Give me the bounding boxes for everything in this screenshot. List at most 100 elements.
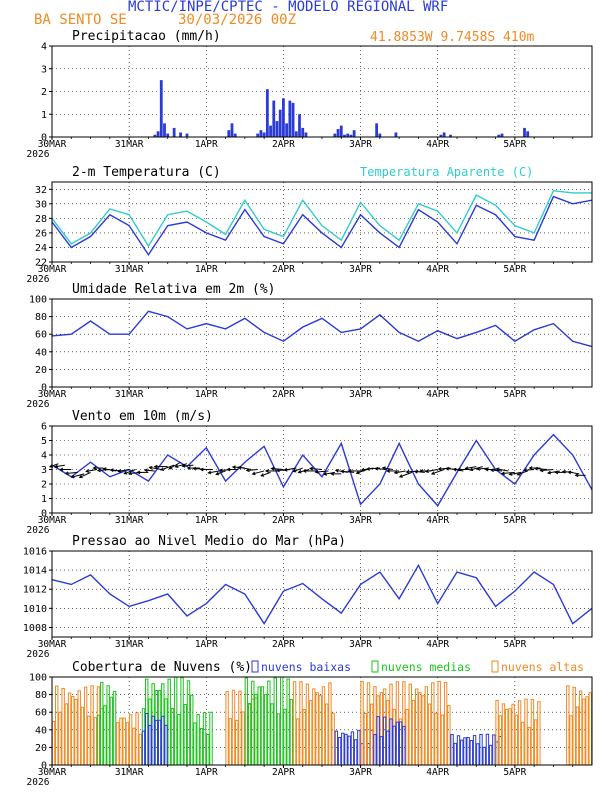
cloud-bar bbox=[71, 695, 75, 766]
y-tick-label: 80 bbox=[35, 312, 47, 323]
cloud-bar bbox=[64, 703, 69, 766]
precip-bar bbox=[275, 121, 279, 137]
cloud-bar bbox=[315, 692, 319, 766]
y-tick-label: 1010 bbox=[23, 604, 47, 615]
x-tick-label: 30MAR bbox=[38, 767, 67, 778]
wind-arrow-head bbox=[534, 466, 538, 471]
wind-arrow-head bbox=[174, 464, 179, 468]
precip-bar bbox=[375, 123, 379, 137]
wind-arrow-head bbox=[386, 469, 391, 473]
cloud-bar bbox=[321, 686, 326, 766]
x-tick-label: 5APR bbox=[503, 767, 526, 778]
cloud-bar bbox=[318, 695, 322, 766]
cloud-bar bbox=[472, 735, 477, 766]
y-tick-label: 4 bbox=[41, 451, 47, 462]
cloud-bar bbox=[58, 711, 62, 766]
cloud-bar bbox=[360, 680, 364, 766]
cloud-bar bbox=[443, 681, 448, 766]
precip-bar bbox=[256, 133, 260, 137]
y-tick-label: 40 bbox=[35, 725, 47, 736]
cloud-bar bbox=[247, 702, 252, 766]
cloud-bar bbox=[112, 690, 117, 766]
y-tick-label: 100 bbox=[29, 673, 47, 684]
legend-swatch bbox=[491, 660, 499, 673]
wind-arrow-head bbox=[554, 470, 559, 475]
cloud-bar bbox=[498, 715, 502, 766]
cloud-bar bbox=[292, 681, 297, 766]
legend-label: nuvens altas bbox=[501, 660, 584, 674]
wind-arrow bbox=[315, 470, 329, 473]
wind-arrow-head bbox=[264, 469, 269, 473]
wind-arrow-head bbox=[547, 470, 552, 475]
precip-bar bbox=[285, 123, 289, 137]
cloud-bar bbox=[267, 680, 271, 766]
cloud-bar bbox=[125, 722, 130, 766]
wind-arrow-head bbox=[219, 468, 223, 473]
precip-bar bbox=[227, 130, 231, 137]
series-line-temp-1 bbox=[51, 189, 592, 248]
precip-bar bbox=[294, 131, 298, 137]
cloud-bar bbox=[479, 733, 483, 766]
cloud-bar bbox=[119, 717, 123, 766]
wind-arrow-head bbox=[340, 469, 345, 474]
wind-arrow-head bbox=[445, 466, 449, 471]
x-tick-label: 3APR bbox=[349, 139, 372, 150]
wind-arrow-head bbox=[64, 471, 69, 476]
wind-arrow-head bbox=[393, 470, 398, 475]
x-tick-label: 4APR bbox=[426, 639, 449, 650]
x-tick-label: 5APR bbox=[503, 389, 526, 400]
station-name: BA SENTO SE bbox=[34, 12, 127, 28]
wind-arrow-head bbox=[59, 467, 64, 472]
cloud-bar bbox=[55, 685, 59, 766]
cloud-bar bbox=[231, 689, 236, 766]
cloud-bar bbox=[273, 677, 277, 766]
cloud-bar bbox=[334, 730, 339, 766]
y-tick-label: 28 bbox=[35, 214, 47, 225]
wind-arrow bbox=[341, 470, 355, 473]
x-tick-label: 5APR bbox=[503, 515, 526, 526]
cloud-bar bbox=[122, 717, 126, 766]
y-tick-label: 30 bbox=[35, 199, 47, 210]
x-tick-label: 4APR bbox=[426, 767, 449, 778]
wind-arrow-head bbox=[413, 469, 418, 474]
wind-arrow-head bbox=[136, 470, 141, 475]
precip-bar bbox=[282, 98, 285, 137]
cloud-bar bbox=[244, 677, 249, 766]
cloud-bar bbox=[363, 712, 367, 766]
panel-umid: 0 20 40 60 80 100 30MAR 31MAR 1APR 2APR 3APR 4APR 5A… bbox=[27, 282, 593, 410]
cloud-bar bbox=[161, 715, 165, 766]
cloud-bar bbox=[283, 708, 287, 766]
wind-arrow bbox=[438, 467, 451, 470]
cloud-bar bbox=[347, 735, 351, 766]
wind-arrow-head bbox=[405, 469, 410, 474]
cloud-bar bbox=[578, 690, 583, 766]
cloud-bar bbox=[501, 703, 506, 766]
cloud-bar bbox=[109, 696, 114, 766]
wind-arrow bbox=[425, 469, 438, 473]
wind-arrow bbox=[394, 470, 406, 474]
cloud-bar bbox=[186, 680, 191, 766]
wind-arrow-head bbox=[476, 467, 481, 471]
precip-bar bbox=[278, 109, 282, 137]
wind-arrow bbox=[356, 469, 368, 474]
x-tick-label: 31MAR bbox=[115, 639, 144, 650]
wind-arrow bbox=[568, 471, 580, 475]
panel-press: 1008 1010 1012 1014 1016 30MAR 31MAR 1APR 2APR 3A… bbox=[23, 534, 593, 660]
cloud-bar bbox=[476, 743, 480, 766]
wind-arrow-head bbox=[495, 467, 500, 472]
precip-bar bbox=[301, 127, 305, 137]
x-year-label: 2026 bbox=[27, 274, 50, 285]
cloud-bar bbox=[167, 678, 171, 766]
cloud-bar bbox=[299, 681, 303, 766]
cloud-bar bbox=[206, 733, 210, 766]
wind-arrow-head bbox=[226, 467, 231, 472]
cloud-bar bbox=[434, 712, 438, 766]
wind-arrow-head bbox=[143, 468, 148, 473]
x-tick-label: 30MAR bbox=[38, 139, 67, 150]
cloud-bar bbox=[154, 719, 159, 766]
wind-arrow-head bbox=[207, 470, 212, 475]
cloud-bar bbox=[350, 731, 355, 766]
cloud-bar bbox=[466, 736, 470, 766]
wind-arrow bbox=[540, 469, 554, 472]
x-tick-label: 30MAR bbox=[38, 389, 67, 400]
